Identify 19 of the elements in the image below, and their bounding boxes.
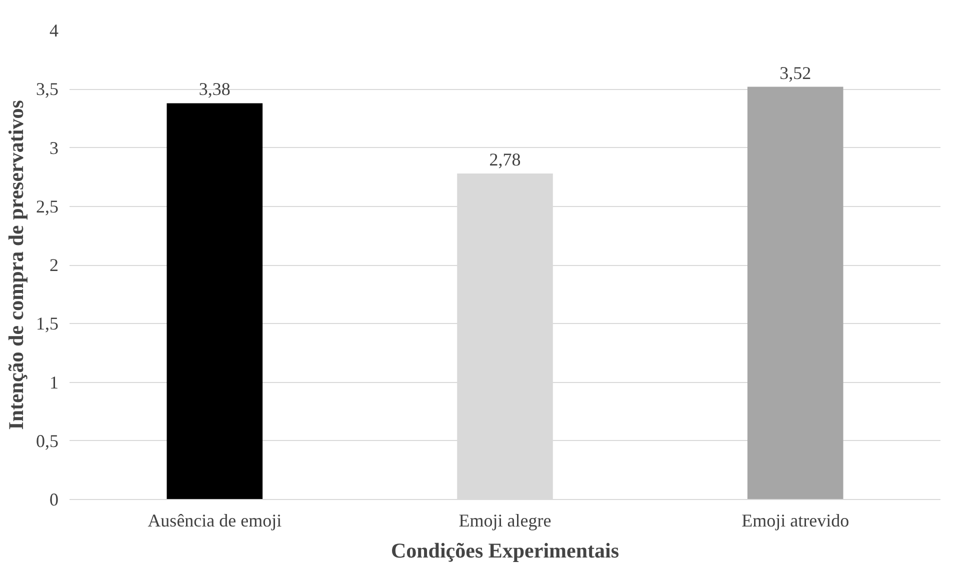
x-tick-label: Emoji alegre [458,510,552,530]
y-axis-title: Intenção de compra de preservativos [4,100,28,430]
y-tick-label: 4 [50,20,58,40]
y-tick-label: 3 [50,138,58,158]
y-tick-label: 1,5 [36,314,58,334]
bar [747,86,844,500]
x-tick-label: Emoji atrevido [742,510,850,530]
x-tick-label: Ausência de emoji [148,510,282,530]
y-tick-label: 0,5 [36,430,58,451]
data-label: 2,78 [489,150,521,170]
bar [166,103,263,500]
x-axis-title: Condições Experimentais [390,538,620,562]
y-tick-label: 2,5 [36,196,58,216]
y-tick-label: 2 [50,255,58,275]
data-label: 3,38 [198,79,230,100]
y-tick-label: 3,5 [36,79,58,100]
y-tick-label: 1 [50,372,58,392]
data-label: 3,52 [780,62,812,83]
y-tick-label: 0 [50,490,58,510]
